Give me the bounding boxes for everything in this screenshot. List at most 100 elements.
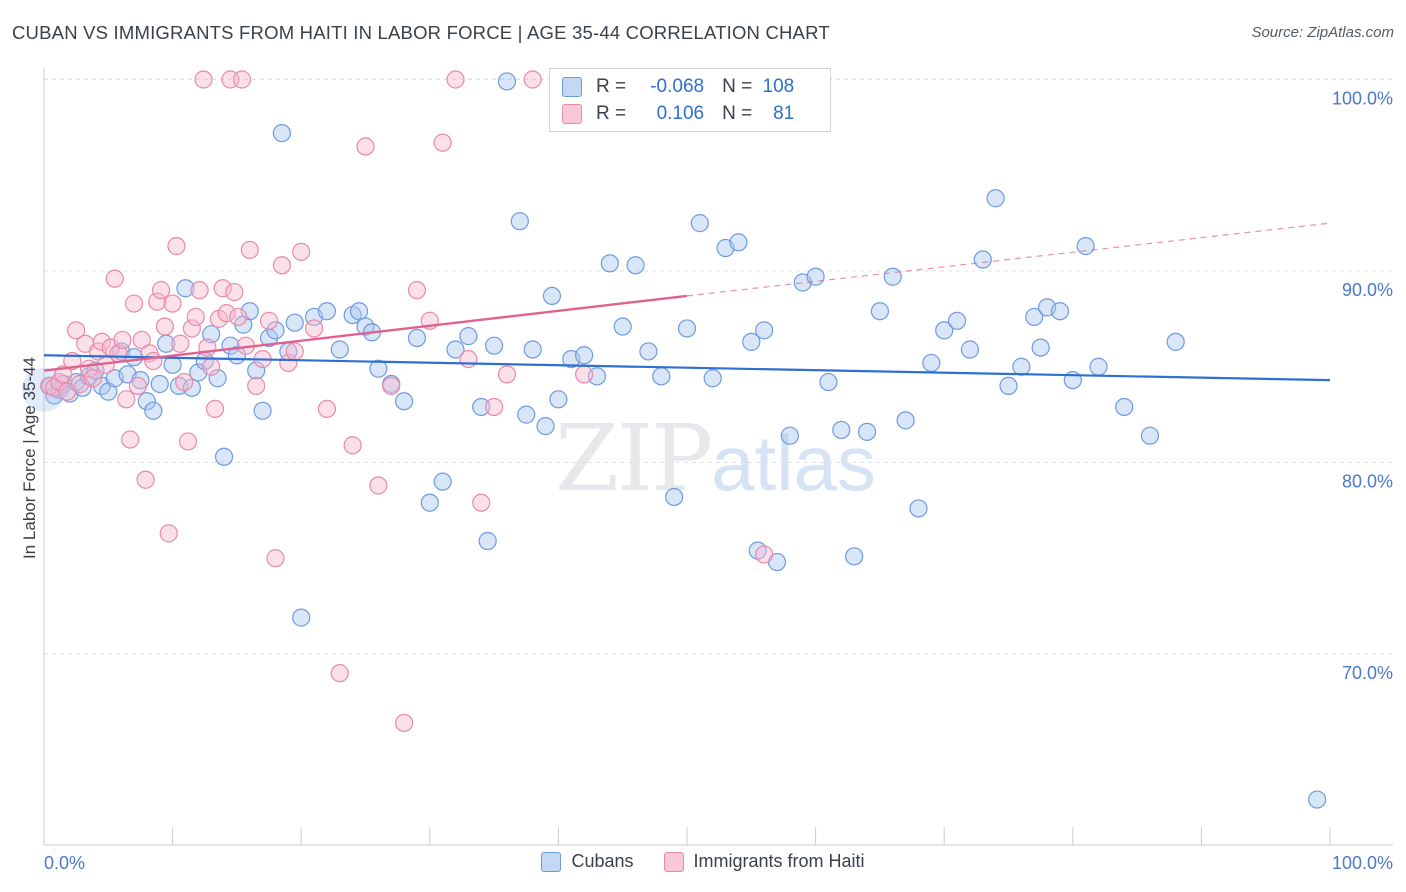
point-haiti [83, 369, 102, 388]
point-cubans [1308, 790, 1327, 809]
point-haiti [113, 330, 132, 350]
point-haiti [304, 319, 324, 338]
point-cubans [947, 311, 967, 330]
point-haiti [175, 372, 194, 392]
point-haiti [128, 376, 147, 395]
legend-row-cubans: R = -0.068 N = 108 [562, 74, 794, 100]
legend-r-value: 0.106 [656, 103, 705, 124]
point-haiti [459, 349, 478, 369]
point-haiti [433, 133, 452, 152]
watermark-zip: ZIP [555, 405, 713, 512]
legend-item-haiti[interactable]: Immigrants from Haiti [663, 851, 865, 872]
point-haiti [279, 353, 298, 373]
point-haiti [190, 281, 209, 300]
point-cubans [542, 286, 562, 305]
legend-item-cubans[interactable]: Cubans [541, 851, 634, 872]
point-haiti [247, 376, 266, 395]
legend-n-value: 108 [762, 76, 795, 97]
point-cubans [459, 327, 478, 346]
point-cubans [600, 254, 619, 273]
point-cubans [1012, 357, 1031, 376]
legend-n-label: N = [722, 76, 753, 97]
point-haiti [159, 524, 178, 543]
x-tick-label-left: 0.0% [44, 853, 85, 873]
point-haiti [178, 432, 198, 451]
point-cubans [703, 369, 722, 388]
point-cubans [202, 325, 221, 344]
point-cubans [317, 302, 337, 321]
series-legend: Cubans Immigrants from Haiti [0, 851, 1406, 872]
point-haiti [155, 317, 174, 336]
point-cubans [690, 214, 709, 233]
point-cubans [999, 376, 1018, 395]
point-haiti [198, 338, 217, 357]
point-haiti [292, 242, 311, 261]
point-cubans [137, 392, 156, 411]
point-haiti [266, 549, 285, 568]
point-cubans [883, 267, 902, 286]
point-cubans [266, 321, 285, 340]
point-haiti [105, 269, 124, 288]
y-tick-label: 100.0% [1332, 89, 1393, 109]
point-haiti [343, 436, 362, 455]
x-tick-label-right: 100.0% [1332, 853, 1393, 873]
point-haiti [369, 476, 388, 495]
point-cubans [214, 447, 234, 466]
point-cubans [510, 212, 529, 231]
point-cubans [176, 279, 195, 298]
point-cubans [935, 321, 954, 340]
point-cubans [330, 340, 349, 359]
chart-source: Source: ZipAtlas.com [1251, 24, 1394, 41]
point-cubans [208, 369, 227, 388]
point-haiti [167, 237, 186, 256]
point-haiti [217, 304, 236, 323]
point-cubans [575, 346, 594, 365]
point-haiti [213, 279, 232, 298]
point-cubans [292, 608, 311, 627]
point-cubans [369, 359, 388, 378]
point-cubans [1025, 307, 1044, 327]
legend-swatch-haiti [562, 104, 582, 124]
point-cubans [819, 372, 838, 392]
legend-label-cubans: Cubans [571, 851, 634, 871]
point-cubans [150, 374, 169, 394]
point-cubans [497, 72, 517, 91]
point-cubans [1050, 302, 1070, 321]
point-haiti [136, 470, 155, 489]
point-cubans [1031, 338, 1050, 357]
point-cubans [478, 531, 497, 551]
point-haiti [194, 70, 213, 89]
point-cubans [1089, 357, 1108, 376]
legend-swatch-cubans [562, 77, 582, 97]
point-haiti [225, 282, 244, 302]
point-cubans [272, 124, 292, 143]
point-haiti [272, 256, 292, 275]
point-cubans [780, 426, 799, 445]
point-cubans [742, 332, 761, 351]
y-tick-label: 80.0% [1342, 472, 1393, 492]
point-cubans [639, 342, 658, 361]
legend-n-label: N = [722, 103, 753, 124]
point-haiti [124, 294, 144, 313]
point-cubans [420, 493, 439, 512]
point-haiti [394, 713, 414, 733]
legend-label-haiti: Immigrants from Haiti [693, 851, 865, 871]
point-haiti [285, 342, 304, 361]
point-cubans [870, 302, 890, 321]
point-cubans [626, 256, 645, 275]
point-haiti [575, 365, 594, 384]
point-haiti [259, 311, 279, 330]
y-axis-label: In Labor Force | Age 35-44 [20, 357, 39, 559]
point-cubans [523, 340, 542, 359]
point-cubans [517, 405, 536, 424]
grid [44, 78, 1393, 655]
point-haiti [202, 357, 221, 376]
point-haiti [472, 493, 491, 512]
trend-line-haiti [43, 294, 688, 372]
point-cubans [240, 302, 259, 321]
legend-n-value: 81 [773, 103, 795, 124]
point-cubans [253, 401, 272, 420]
point-haiti [382, 376, 401, 395]
point-haiti [229, 307, 248, 327]
